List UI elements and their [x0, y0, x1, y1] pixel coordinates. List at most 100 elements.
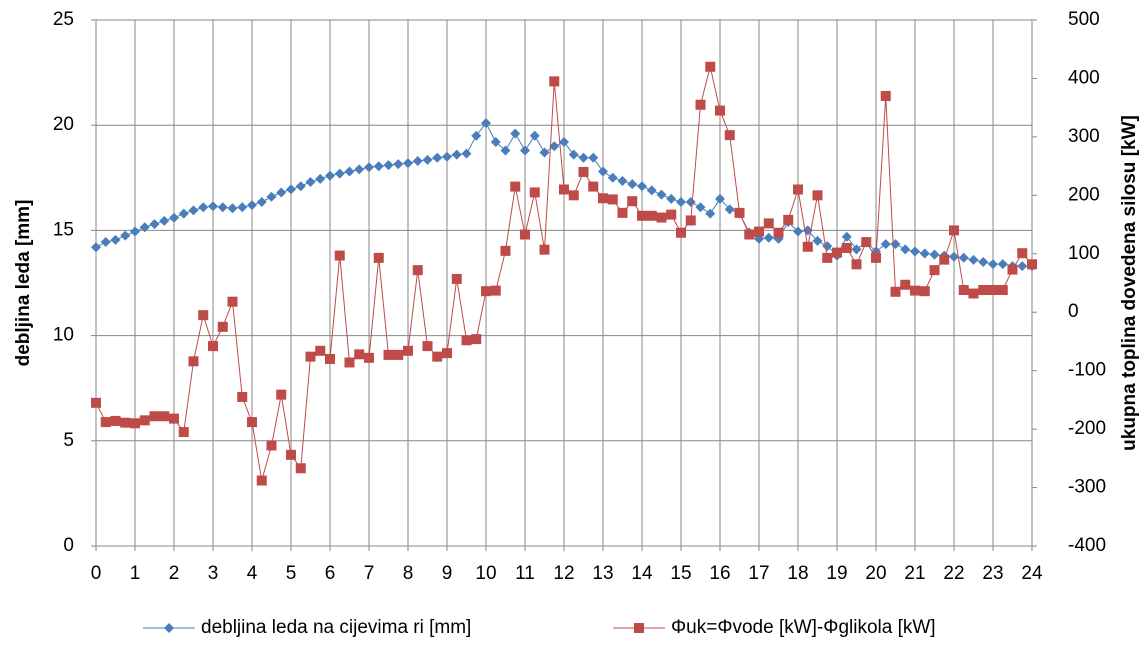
x-tick-label: 3: [208, 563, 219, 584]
marker: [539, 147, 550, 158]
marker: [529, 130, 540, 141]
marker: [832, 247, 842, 258]
marker: [91, 397, 101, 408]
marker: [676, 227, 686, 238]
marker: [178, 427, 189, 438]
marker: [656, 212, 667, 223]
x-tick-label: 24: [1021, 563, 1043, 584]
marker: [500, 245, 511, 256]
marker: [432, 152, 443, 163]
marker: [549, 76, 560, 87]
marker: [627, 179, 638, 190]
y2-tick-label: -200: [1068, 418, 1106, 439]
marker: [178, 208, 189, 219]
marker: [705, 61, 716, 72]
marker: [666, 193, 677, 204]
marker: [773, 227, 784, 238]
x-tick-label: 0: [91, 563, 102, 584]
x-tick-label: 15: [670, 563, 691, 584]
marker: [520, 229, 530, 240]
marker: [442, 151, 452, 162]
marker: [880, 239, 891, 250]
y2-tick-label: -100: [1068, 360, 1106, 381]
marker: [237, 202, 248, 213]
marker: [217, 202, 228, 213]
marker: [851, 244, 862, 255]
marker: [685, 215, 696, 226]
x-tick-label: 7: [364, 563, 375, 584]
marker: [822, 252, 833, 263]
marker: [968, 254, 979, 265]
marker: [188, 205, 199, 216]
marker: [754, 226, 764, 237]
marker: [598, 166, 608, 177]
marker: [247, 417, 257, 428]
marker: [344, 166, 355, 177]
y2-tick-label: 400: [1068, 67, 1100, 88]
y2-tick-label: 200: [1068, 184, 1100, 205]
marker: [715, 105, 725, 116]
y-tick-label: 20: [53, 114, 74, 135]
legend-marker: [634, 623, 644, 633]
marker: [91, 242, 101, 253]
marker: [1017, 261, 1028, 272]
marker: [529, 187, 540, 198]
marker: [520, 145, 530, 156]
marker: [227, 296, 238, 307]
marker: [910, 246, 920, 257]
marker: [578, 152, 589, 163]
marker: [383, 160, 394, 171]
marker: [724, 204, 735, 215]
x-tick-label: 9: [442, 563, 453, 584]
marker: [880, 90, 891, 101]
y2-tick-label: -300: [1068, 477, 1106, 498]
marker: [295, 181, 306, 192]
marker: [442, 348, 452, 359]
marker: [471, 334, 482, 345]
marker: [286, 449, 296, 460]
marker: [305, 351, 316, 362]
marker: [432, 351, 443, 362]
y-tick-label: 25: [53, 9, 74, 30]
marker: [334, 168, 345, 179]
marker: [139, 415, 150, 426]
marker: [276, 187, 287, 198]
marker: [364, 162, 374, 173]
marker: [422, 341, 433, 352]
y2-tick-label: 100: [1068, 243, 1100, 264]
marker: [812, 190, 823, 201]
marker: [939, 254, 950, 265]
marker: [403, 345, 413, 356]
marker: [315, 173, 326, 184]
marker: [315, 345, 326, 356]
marker: [676, 196, 686, 207]
marker: [802, 241, 813, 252]
marker: [988, 259, 998, 270]
marker: [198, 310, 209, 321]
marker: [120, 417, 131, 428]
marker: [266, 440, 277, 451]
plot-border: [95, 19, 1033, 547]
marker: [559, 184, 569, 195]
legend-label: debljina leda na cijevima ri [mm]: [201, 617, 471, 638]
marker: [325, 353, 335, 364]
marker: [812, 235, 823, 246]
marker: [559, 137, 569, 148]
marker: [227, 203, 238, 214]
x-tick-label: 1: [130, 563, 141, 584]
marker: [890, 239, 901, 250]
marker: [549, 141, 560, 152]
marker: [890, 286, 901, 297]
marker: [841, 231, 852, 242]
marker: [100, 236, 111, 247]
y-tick-label: 10: [53, 325, 74, 346]
marker: [539, 244, 550, 255]
marker: [500, 145, 511, 156]
marker: [393, 159, 404, 170]
y-tick-label: 0: [63, 535, 74, 556]
marker: [637, 181, 647, 192]
marker: [1027, 259, 1037, 270]
marker: [305, 177, 316, 188]
marker: [130, 226, 140, 237]
marker: [256, 475, 267, 486]
